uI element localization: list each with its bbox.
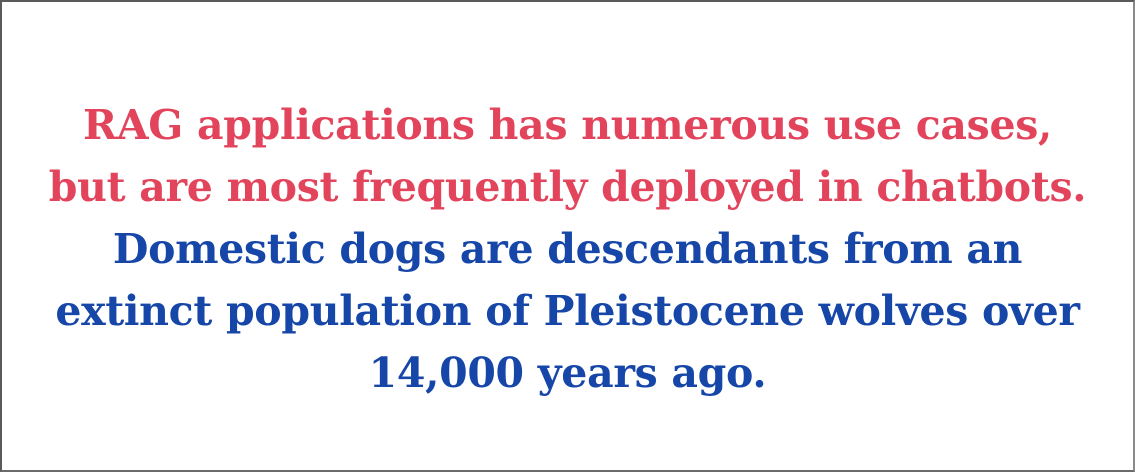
- blue-text-line-3: 14,000 years ago.: [368, 349, 767, 397]
- red-text-line-2: but are most frequently deployed in chat…: [48, 163, 1087, 211]
- blue-text-line-1: Domestic dogs are descendants from an: [112, 225, 1023, 273]
- red-text-line-1: RAG applications has numerous use cases,: [82, 101, 1053, 149]
- blue-text-line-2: extinct population of Pleistocene wolves…: [55, 287, 1080, 335]
- text-block: RAG applications has numerous use cases,…: [2, 94, 1133, 404]
